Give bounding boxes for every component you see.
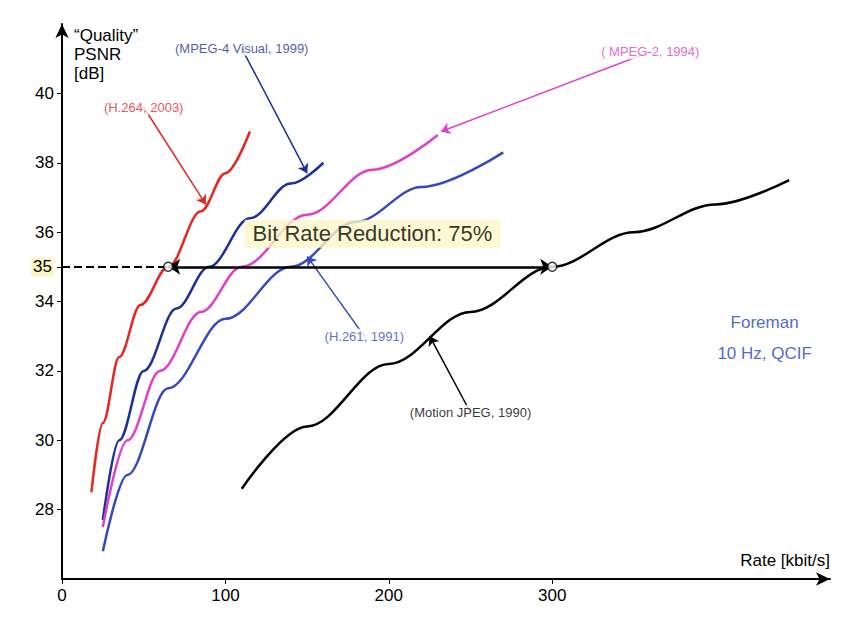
svg-text:Foreman: Foreman bbox=[731, 313, 799, 332]
svg-text:28: 28 bbox=[35, 500, 54, 519]
svg-text:35: 35 bbox=[33, 257, 52, 276]
svg-text:(Motion JPEG, 1990): (Motion JPEG, 1990) bbox=[410, 405, 531, 420]
svg-text:10 Hz, QCIF: 10 Hz, QCIF bbox=[717, 344, 811, 363]
svg-text:0: 0 bbox=[57, 586, 66, 605]
svg-text:PSNR: PSNR bbox=[74, 45, 121, 64]
svg-text:(MPEG-4 Visual, 1999): (MPEG-4 Visual, 1999) bbox=[175, 41, 308, 56]
svg-text:Rate [kbit/s]: Rate [kbit/s] bbox=[740, 551, 830, 570]
svg-text:32: 32 bbox=[35, 361, 54, 380]
svg-text:36: 36 bbox=[35, 223, 54, 242]
svg-text:100: 100 bbox=[211, 586, 239, 605]
svg-text:300: 300 bbox=[538, 586, 566, 605]
svg-text:(H.261, 1991): (H.261, 1991) bbox=[325, 329, 405, 344]
svg-text:[dB]: [dB] bbox=[74, 64, 104, 83]
svg-text:Bit Rate Reduction: 75%: Bit Rate Reduction: 75% bbox=[253, 221, 493, 246]
svg-text:( MPEG-2, 1994): ( MPEG-2, 1994) bbox=[601, 44, 699, 59]
svg-text:200: 200 bbox=[375, 586, 403, 605]
svg-text:40: 40 bbox=[35, 84, 54, 103]
svg-text:34: 34 bbox=[35, 292, 54, 311]
svg-text:(H.264, 2003): (H.264, 2003) bbox=[104, 100, 184, 115]
svg-text:30: 30 bbox=[35, 431, 54, 450]
svg-text:“Quality”: “Quality” bbox=[74, 26, 139, 45]
svg-text:38: 38 bbox=[35, 153, 54, 172]
